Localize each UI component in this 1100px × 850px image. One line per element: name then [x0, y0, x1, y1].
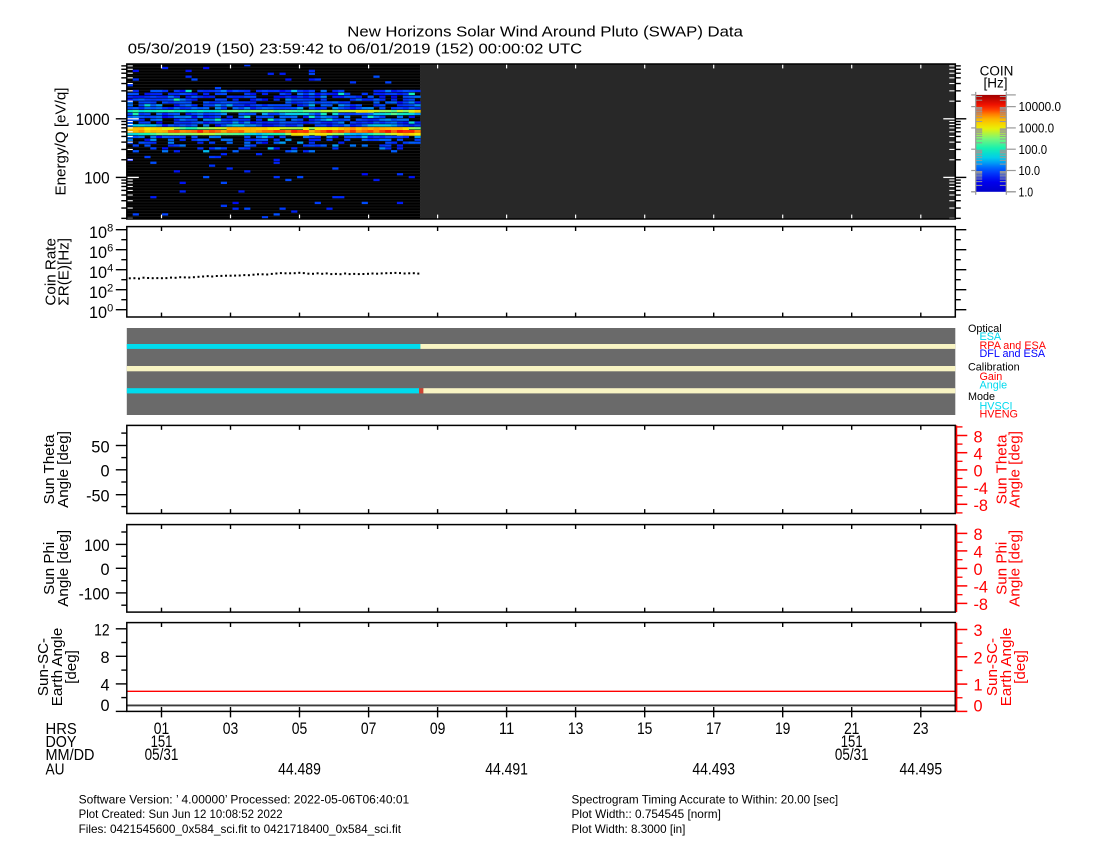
svg-text:01: 01 [154, 720, 170, 738]
svg-text:DFL and ESA: DFL and ESA [980, 348, 1046, 360]
svg-text:44.489: 44.489 [278, 760, 321, 778]
svg-text:8: 8 [974, 526, 983, 544]
svg-text:Coin Rate: Coin Rate [43, 238, 60, 306]
svg-text:Calibration: Calibration [968, 362, 1020, 374]
svg-text:17: 17 [706, 720, 722, 738]
svg-text:15: 15 [637, 720, 653, 738]
svg-text:03: 03 [223, 720, 239, 738]
svg-text:07: 07 [361, 720, 377, 738]
svg-text:Software Version: ’ 4.00000’: Software Version: ’ 4.00000’ Processed: … [79, 792, 410, 806]
svg-text:MM/DD: MM/DD [46, 747, 95, 764]
svg-text:1000: 1000 [76, 111, 110, 129]
svg-text:Plot Width:: 0.754545 [norm]: Plot Width:: 0.754545 [norm] [572, 807, 721, 821]
svg-text:DOY: DOY [46, 734, 77, 751]
svg-text:13: 13 [568, 720, 584, 738]
svg-text:Spectrogram Timing Accurate to: Spectrogram Timing Accurate to Within: 2… [572, 792, 839, 806]
svg-text:-4: -4 [974, 579, 988, 597]
svg-text:HRS: HRS [46, 721, 77, 738]
svg-text:4: 4 [974, 446, 983, 464]
svg-text:Angle [deg]: Angle [deg] [55, 431, 72, 508]
svg-text:8: 8 [974, 428, 983, 446]
svg-text:Angle [deg]: Angle [deg] [1007, 530, 1024, 607]
svg-text:Sun Phi: Sun Phi [994, 542, 1011, 595]
svg-text:0: 0 [101, 463, 110, 481]
svg-text:RPA and ESA: RPA and ESA [980, 340, 1047, 352]
svg-text:19: 19 [775, 720, 791, 738]
svg-text:100: 100 [84, 170, 110, 188]
svg-text:3: 3 [974, 622, 983, 640]
svg-text:21: 21 [844, 720, 860, 738]
svg-text:Angle [deg]: Angle [deg] [1007, 431, 1024, 508]
svg-text:Mode: Mode [968, 391, 995, 403]
svg-text:Plot Created: Sun Jun 12 10:08: Plot Created: Sun Jun 12 10:08:52 2022 [79, 807, 283, 821]
svg-text:100: 100 [84, 537, 110, 555]
svg-text:-100: -100 [79, 586, 110, 604]
svg-text:[deg]: [deg] [1012, 650, 1029, 684]
svg-text:23: 23 [913, 720, 929, 738]
svg-text:4: 4 [101, 677, 110, 695]
svg-text:100.0: 100.0 [1019, 143, 1048, 157]
svg-text:1.0: 1.0 [1019, 185, 1034, 199]
svg-text:Sun-SC-: Sun-SC- [35, 638, 52, 696]
svg-text:1: 1 [974, 677, 983, 695]
svg-text:0: 0 [974, 697, 983, 715]
svg-text:HVENG: HVENG [980, 409, 1018, 421]
svg-text:Plot Width: 8.3000 [in]: Plot Width: 8.3000 [in] [572, 822, 686, 836]
svg-text:12: 12 [94, 622, 110, 640]
svg-text:151: 151 [841, 733, 863, 751]
svg-text:Earth Angle: Earth Angle [998, 628, 1015, 707]
svg-text:Angle: Angle [980, 379, 1008, 391]
svg-text:[Hz]: [Hz] [983, 75, 1007, 90]
svg-text:05/31: 05/31 [145, 746, 179, 764]
svg-text:10.0: 10.0 [1019, 164, 1041, 178]
svg-text:0: 0 [101, 561, 110, 579]
svg-text:0: 0 [974, 463, 983, 481]
svg-text:11: 11 [499, 720, 515, 738]
svg-text:8: 8 [101, 649, 110, 667]
svg-text:-8: -8 [974, 497, 988, 515]
svg-text:Sun Theta: Sun Theta [994, 434, 1011, 504]
svg-text:AU: AU [46, 761, 65, 778]
svg-text:50: 50 [91, 438, 109, 456]
svg-text:0: 0 [101, 697, 110, 715]
svg-text:Angle [deg]: Angle [deg] [55, 530, 72, 607]
svg-text:44.495: 44.495 [899, 760, 942, 778]
svg-text:05/31: 05/31 [835, 746, 869, 764]
svg-text:[deg]: [deg] [63, 650, 80, 684]
svg-text:151: 151 [151, 733, 173, 751]
svg-text:Energy/Q [eV/q]: Energy/Q [eV/q] [53, 87, 70, 195]
svg-text:1000.0: 1000.0 [1019, 122, 1055, 136]
svg-text:New Horizons Solar Wind Around: New Horizons Solar Wind Around Pluto (SW… [347, 24, 743, 40]
svg-text:Earth Angle: Earth Angle [49, 628, 66, 707]
svg-text:HVSCI: HVSCI [980, 401, 1013, 413]
svg-text:10000.0: 10000.0 [1019, 100, 1062, 114]
svg-text:Gain: Gain [980, 371, 1003, 383]
svg-text:09: 09 [430, 720, 446, 738]
svg-text:0: 0 [974, 561, 983, 579]
svg-text:4: 4 [974, 544, 983, 562]
svg-text:Sun Phi: Sun Phi [41, 542, 58, 595]
svg-text:Files: 0421545600_0x584_sci.fi: Files: 0421545600_0x584_sci.fit to 04217… [79, 822, 402, 836]
svg-text:Sun-SC-: Sun-SC- [984, 638, 1001, 696]
svg-text:-50: -50 [86, 488, 110, 506]
svg-text:ΣR(E)[Hz]: ΣR(E)[Hz] [56, 238, 73, 306]
svg-text:Optical: Optical [968, 323, 1002, 335]
svg-text:COIN: COIN [980, 64, 1014, 79]
svg-text:ESA: ESA [980, 331, 1002, 343]
svg-text:44.491: 44.491 [485, 760, 528, 778]
svg-text:05/30/2019 (150) 23:59:42 to 0: 05/30/2019 (150) 23:59:42 to 06/01/2019 … [128, 41, 583, 57]
svg-text:Sun Theta: Sun Theta [41, 434, 58, 504]
svg-text:-8: -8 [974, 596, 988, 614]
svg-text:05: 05 [292, 720, 308, 738]
svg-text:-4: -4 [974, 480, 988, 498]
svg-text:2: 2 [974, 649, 983, 667]
svg-text:44.493: 44.493 [692, 760, 735, 778]
